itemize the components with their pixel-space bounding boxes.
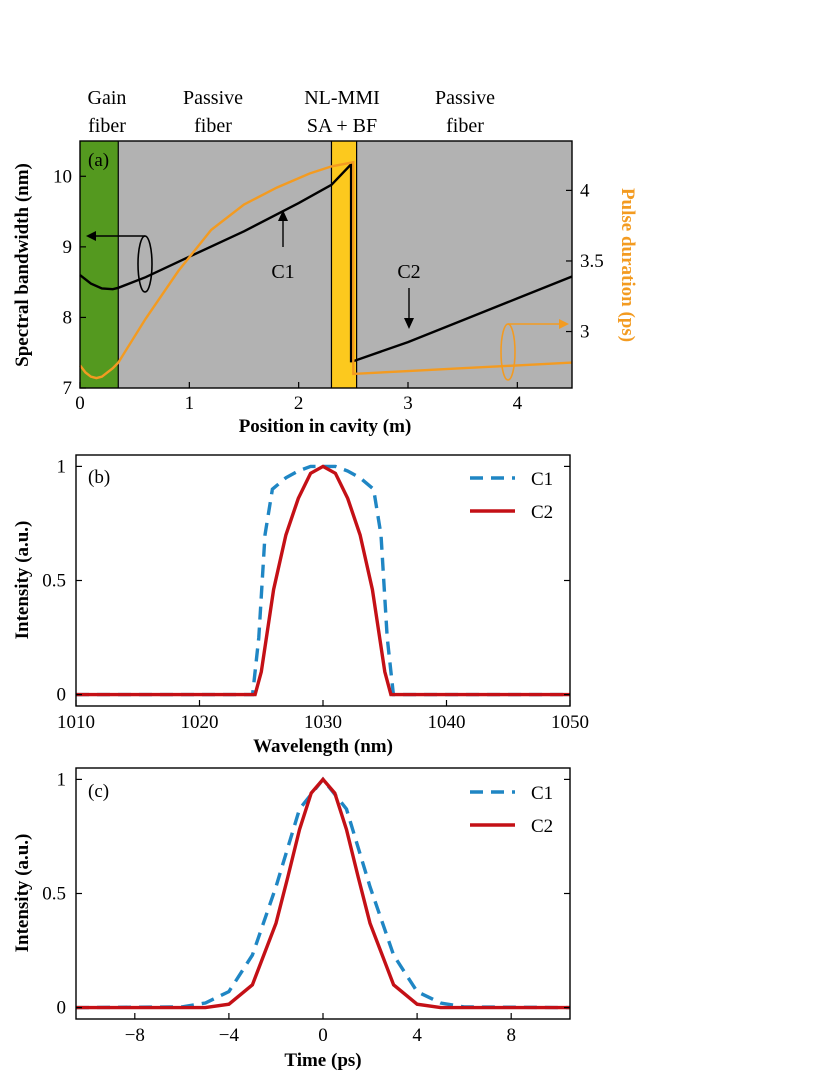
- c2-spectrum-curve: [76, 464, 570, 697]
- y-tick-label: 0.5: [42, 884, 66, 905]
- x-ticks: 0 1 2 3 4: [75, 382, 523, 414]
- legend-c1-label: C1: [531, 469, 553, 490]
- section-label-passive-1b: fiber: [194, 115, 232, 137]
- legend-b: C1 C2: [470, 469, 553, 523]
- c1-annotation: C1: [271, 210, 295, 283]
- plot-frame: [75, 454, 571, 707]
- region-backgrounds: [80, 141, 572, 388]
- y-tick-label: 10: [53, 166, 72, 187]
- x-tick-label: 1: [185, 393, 195, 414]
- x-tick-label: 4: [412, 1025, 422, 1046]
- legend-c: C1 C2: [470, 783, 553, 837]
- panel-label-c: (c): [88, 781, 109, 802]
- y2-tick-label: 3: [580, 322, 590, 343]
- section-label-mmi-2: SA + BF: [307, 115, 377, 137]
- pulse-axis-indicator: [500, 319, 569, 381]
- panel-label-b: (b): [88, 467, 110, 488]
- section-label-passive-2b: fiber: [446, 115, 484, 137]
- y2-tick-label: 4: [580, 180, 590, 201]
- x-tick-label: 1010: [57, 712, 95, 733]
- panel-label-a: (a): [88, 150, 109, 171]
- section-label-gain-2: fiber: [88, 115, 126, 137]
- y2-axis-title-a: Pulse duration (ps): [617, 188, 638, 342]
- y-tick-label: 7: [63, 378, 73, 399]
- x-tick-label: 4: [513, 393, 523, 414]
- x-tick-label: 1030: [304, 712, 342, 733]
- section-label-passive-1: Passive: [183, 87, 243, 109]
- plot-frame: [79, 140, 573, 389]
- legend-c2-label: C2: [531, 816, 553, 837]
- x-tick-label: 0: [75, 393, 85, 414]
- y-tick-label: 9: [63, 237, 73, 258]
- y-axis-title-b: Intensity (a.u.): [12, 521, 33, 640]
- y-tick-label: 0: [57, 685, 67, 706]
- x-tick-label: −4: [219, 1025, 240, 1046]
- x-tick-label: −8: [125, 1025, 145, 1046]
- c2-label: C2: [397, 261, 420, 283]
- y-axis-title-c: Intensity (a.u.): [12, 834, 33, 953]
- section-labels: Gain fiber Passive fiber NL-MMI SA + BF …: [88, 87, 496, 137]
- c1-spectrum-curve: [76, 464, 570, 697]
- bandwidth-curve: [79, 161, 573, 363]
- region-1: [118, 141, 332, 388]
- y-ticks: 00.51: [42, 456, 570, 706]
- panel-b: 1010 1020 1030 1040 1050 00.51 (b) C1 C2 Wav…: [12, 454, 589, 757]
- y-tick-label: 0.5: [42, 571, 66, 592]
- x-tick-label: 1040: [428, 712, 466, 733]
- c2-pulse-curve: [76, 776, 570, 1010]
- x-axis-title-c: Time (ps): [284, 1050, 361, 1071]
- y-tick-label: 1: [57, 769, 67, 790]
- region-dividers: [117, 141, 358, 388]
- pulse-duration-curve: [79, 160, 573, 380]
- plot-frame: [75, 767, 571, 1020]
- y2-tick-label: 3.5: [580, 251, 604, 272]
- region-3: [356, 141, 572, 388]
- section-label-mmi-1: NL-MMI: [304, 87, 380, 109]
- x-tick-label: 3: [403, 393, 413, 414]
- legend-c1-label: C1: [531, 783, 553, 804]
- y-ticks: 7 8 9 10: [53, 166, 86, 399]
- x-axis-title-b: Wavelength (nm): [253, 736, 393, 757]
- x-tick-label: 0: [318, 1025, 328, 1046]
- x-tick-label: 1050: [551, 712, 589, 733]
- section-label-passive-2: Passive: [435, 87, 495, 109]
- c1-pulse-curve: [75, 776, 571, 1010]
- region-0: [80, 141, 119, 388]
- section-label-gain-1: Gain: [88, 87, 127, 109]
- x-ticks: 1010 1020 1030 1040 1050: [57, 700, 589, 733]
- x-tick-label: 8: [506, 1025, 516, 1046]
- legend-c2-label: C2: [531, 502, 553, 523]
- x-axis-title-a: Position in cavity (m): [239, 416, 412, 437]
- x-ticks: −8 −4 0 4 8: [125, 1013, 516, 1046]
- c2-annotation: C2: [397, 261, 421, 329]
- y-axis-title-a: Spectral bandwidth (nm): [12, 163, 33, 367]
- c1-label: C1: [271, 261, 294, 283]
- x-tick-label: 1020: [181, 712, 219, 733]
- y2-ticks: 33.54: [566, 180, 604, 343]
- y-tick-label: 0: [57, 998, 67, 1019]
- y-ticks: 00.51: [42, 769, 570, 1019]
- bandwidth-axis-indicator: [86, 231, 153, 293]
- y-tick-label: 8: [63, 307, 73, 328]
- y-tick-label: 1: [57, 456, 67, 477]
- x-tick-label: 2: [294, 393, 304, 414]
- panel-c: −8 −4 0 4 8 00.51 (c) C1 C2 Time (ps) Intens…: [12, 767, 571, 1071]
